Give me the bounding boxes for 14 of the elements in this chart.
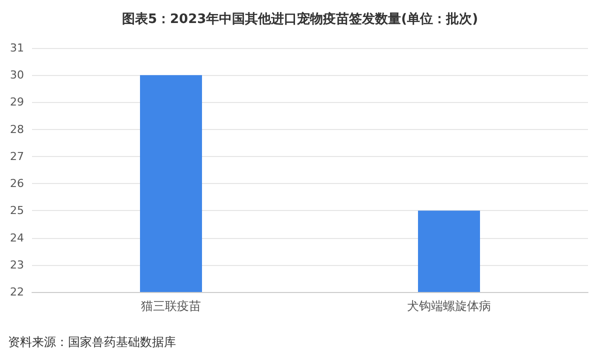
y-tick-label: 22 xyxy=(10,286,24,298)
y-tick-label: 23 xyxy=(10,258,24,272)
y-tick-label: 29 xyxy=(10,96,24,109)
x-tick-label: 犬钩端螺旋体病 xyxy=(407,299,491,313)
text: 资料来源：国家兽药基础数据库 xyxy=(8,335,176,349)
y-tick-label: 26 xyxy=(10,177,24,190)
chart-title: 图表5：2023年中国其他进口宠物疫苗签发数量(单位：批次) xyxy=(122,11,478,27)
y-tick-label: 27 xyxy=(10,150,24,163)
y-tick-label: 28 xyxy=(10,122,24,136)
x-tick-label: 猫三联疫苗 xyxy=(141,299,201,313)
y-tick-label: 31 xyxy=(10,42,24,54)
y-tick-label: 25 xyxy=(10,204,24,218)
y-tick-label: 24 xyxy=(10,231,24,244)
y-tick-label: 30 xyxy=(10,68,24,82)
